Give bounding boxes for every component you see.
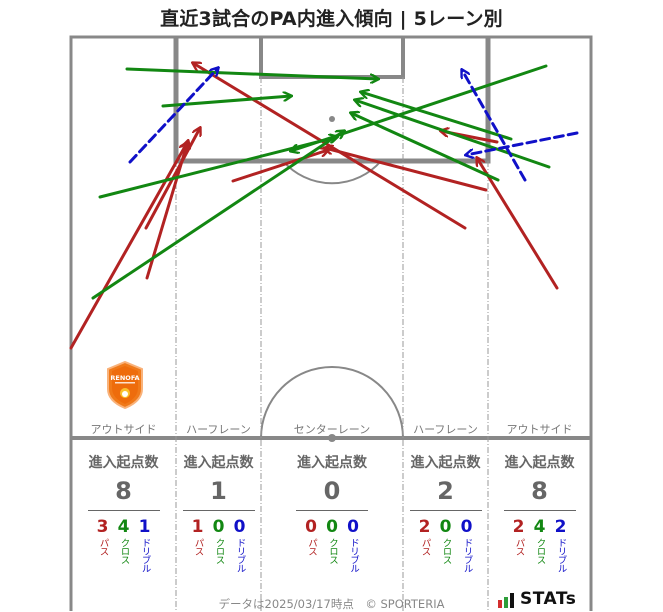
data-source-footer: データは2025/03/17時点 © SPORTERIA <box>218 597 445 611</box>
cross-label: クロス <box>118 538 130 564</box>
pass-arrow <box>231 150 328 183</box>
divider <box>87 510 160 511</box>
pass-count: 3 <box>96 517 109 537</box>
dribble-label: ドリブル <box>234 538 246 572</box>
pass-label: パス <box>192 538 204 555</box>
lane-stats-center: 進入起点数 0 0 パス 0 クロス 0 ドリブル <box>261 452 403 572</box>
dribble-label: ドリブル <box>555 538 567 572</box>
dribble-label: ドリブル <box>461 538 473 572</box>
stat-header: 進入起点数 <box>410 455 481 471</box>
stat-total: 1 <box>210 477 227 505</box>
lane-label-center: センターレーン <box>293 423 371 436</box>
pass-label: パス <box>513 538 525 555</box>
dribble-label: ドリブル <box>139 538 151 572</box>
cross-label: クロス <box>327 538 338 564</box>
pitch-boundary <box>69 35 593 611</box>
svg-text:RENOFA: RENOFA <box>110 374 139 382</box>
stat-header: 進入起点数 <box>504 455 575 471</box>
lane-label-halflane-left: ハーフレーン <box>186 423 251 436</box>
logo-bar-red-icon <box>498 600 502 608</box>
lane-dividers <box>175 77 489 611</box>
dribble-count: 0 <box>460 517 473 537</box>
center-spot <box>328 434 336 442</box>
lane-label-outside-right: アウトサイド <box>506 423 573 436</box>
pass-label: パス <box>419 538 431 555</box>
lane-stats-halflane-left: 進入起点数 1 1 パス 0 クロス 0 ドリブル <box>176 452 261 572</box>
cross-arrow <box>361 92 513 141</box>
lane-label-halflane-right: ハーフレーン <box>413 423 478 436</box>
divider <box>503 510 576 511</box>
cross-count: 0 <box>326 517 338 537</box>
cross-label: クロス <box>440 538 452 564</box>
pass-arrow <box>325 148 488 192</box>
cross-arrow <box>355 100 551 169</box>
divider <box>182 510 255 511</box>
chart-title: 直近3試合のPA内進入傾向 | 5レーン別 <box>160 8 503 30</box>
lane-stats-outside-left: 進入起点数 8 3 パス 4 クロス 1 ドリブル <box>71 452 176 572</box>
lane-stats-outside-right: 進入起点数 8 2 パス 4 クロス 2 ドリブル <box>488 452 591 572</box>
cross-label: クロス <box>213 538 225 564</box>
lane-label-outside-left: アウトサイド <box>90 423 157 436</box>
penalty-spot <box>329 116 335 122</box>
pass-count: 2 <box>512 517 525 537</box>
stats-logo: STATs <box>498 590 576 608</box>
dribble-count: 1 <box>138 517 151 537</box>
cross-count: 4 <box>533 517 546 537</box>
center-circle <box>260 366 404 439</box>
pass-arrow <box>69 143 187 350</box>
penalty-arc <box>282 160 382 185</box>
cross-arrow <box>125 67 378 79</box>
pass-label: パス <box>306 538 317 555</box>
cross-count: 0 <box>212 517 225 537</box>
penalty-area <box>173 37 491 164</box>
pass-arrow <box>477 158 559 290</box>
entry-arrows <box>69 63 579 350</box>
dribble-count: 0 <box>347 517 359 537</box>
brand-name: STATs <box>520 589 577 609</box>
dribble-count: 2 <box>554 517 567 537</box>
pass-count: 0 <box>305 517 317 537</box>
lane-stats-halflane-right: 進入起点数 2 2 パス 0 クロス 0 ドリブル <box>403 452 488 572</box>
pass-count: 2 <box>418 517 431 537</box>
dribble-arrow <box>128 68 218 164</box>
dribble-arrow <box>466 131 579 155</box>
pass-arrow <box>145 141 188 280</box>
cross-arrow <box>351 113 500 182</box>
dribble-label: ドリブル <box>348 538 359 572</box>
stat-header: 進入起点数 <box>183 455 254 471</box>
pass-count: 1 <box>191 517 204 537</box>
divider <box>296 510 368 511</box>
dribble-count: 0 <box>233 517 246 537</box>
stat-total: 0 <box>323 477 341 505</box>
cross-count: 0 <box>439 517 452 537</box>
stat-total: 2 <box>437 477 454 505</box>
stat-header: 進入起点数 <box>88 455 159 471</box>
dribble-arrow <box>462 70 527 182</box>
logo-bar-green-icon <box>504 597 508 608</box>
team-crest-icon: RENOFA <box>107 361 143 409</box>
goal-area <box>259 37 405 79</box>
pass-label: パス <box>97 538 109 555</box>
divider <box>409 510 482 511</box>
stat-total: 8 <box>115 477 132 505</box>
cross-count: 4 <box>117 517 130 537</box>
cross-label: クロス <box>534 538 546 564</box>
stat-header: 進入起点数 <box>297 455 367 471</box>
stat-total: 8 <box>531 477 548 505</box>
cross-arrow <box>91 131 344 300</box>
logo-bar-black-icon <box>510 593 514 608</box>
